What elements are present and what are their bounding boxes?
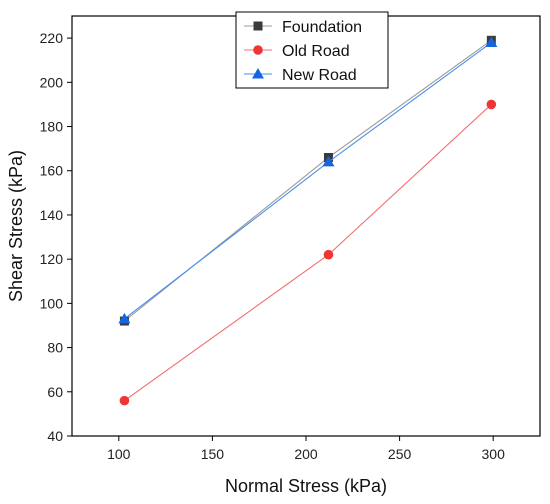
y-tick-label: 200	[40, 74, 64, 90]
y-axis-title: Shear Stress (kPa)	[6, 150, 26, 302]
legend-marker	[253, 21, 263, 31]
y-tick-label: 180	[40, 119, 64, 135]
y-tick-label: 100	[40, 295, 64, 311]
y-tick-label: 80	[47, 340, 63, 356]
y-tick-label: 140	[40, 207, 64, 223]
series-old-road	[119, 99, 497, 406]
data-point	[323, 249, 334, 260]
x-axis-title: Normal Stress (kPa)	[225, 476, 387, 496]
y-axis-ticks: 40 60 80 100 120 140 160 180 200 220	[40, 30, 72, 444]
legend-label: New Road	[282, 67, 357, 84]
data-point	[322, 155, 335, 167]
legend-marker	[252, 68, 264, 79]
legend-label: Foundation	[282, 19, 362, 36]
y-tick-label: 120	[40, 251, 64, 267]
x-tick-label: 250	[388, 446, 412, 462]
x-tick-label: 200	[294, 446, 318, 462]
data-point	[486, 99, 497, 110]
y-tick-label: 160	[40, 163, 64, 179]
data-point	[119, 395, 130, 406]
x-tick-label: 100	[107, 446, 131, 462]
y-tick-label: 220	[40, 30, 64, 46]
x-tick-label: 300	[482, 446, 506, 462]
y-tick-label: 60	[47, 384, 63, 400]
series-line	[124, 104, 492, 402]
y-tick-label: 40	[47, 428, 63, 444]
series-new-road	[118, 36, 498, 324]
legend-label: Old Road	[282, 43, 350, 60]
data-point	[118, 312, 131, 324]
series-layer	[118, 35, 498, 406]
legend-marker	[253, 45, 263, 55]
x-tick-label: 150	[201, 446, 225, 462]
data-point	[485, 36, 498, 48]
x-axis-ticks: 100 150 200 250 300	[107, 436, 505, 462]
legend: Foundation Old Road New Road	[235, 11, 389, 89]
